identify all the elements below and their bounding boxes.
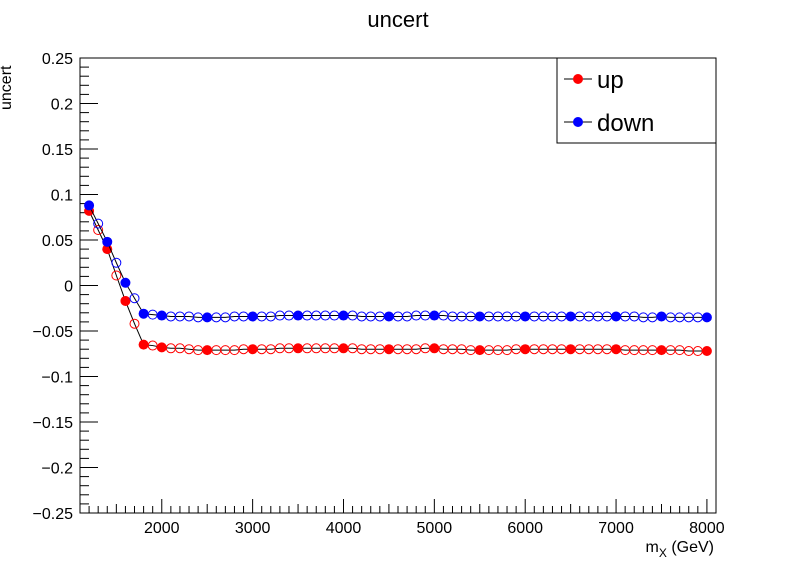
y-tick-label: 0.1	[51, 188, 73, 205]
point-filled-up	[383, 344, 394, 355]
x-axis-label-rest: (GeV)	[667, 539, 714, 556]
y-tick-label: −0.2	[41, 461, 73, 478]
point-filled-up	[293, 343, 304, 354]
point-filled-down	[611, 311, 622, 322]
x-tick-labels: 2000 3000 4000 5000 6000 7000 8000	[144, 520, 725, 537]
point-filled-down	[138, 308, 149, 319]
point-filled-up	[474, 345, 485, 356]
point-filled-up	[247, 344, 258, 355]
point-filled-down	[84, 200, 95, 211]
point-filled-down	[565, 311, 576, 322]
point-filled-up	[656, 345, 667, 356]
y-tick-labels: 0.25 0.2 0.15 0.1 0.05 0 −0.05 −0.1 −0.15 −0.2 −0.…	[33, 51, 74, 523]
point-open-up	[93, 224, 104, 235]
y-tick-label: −0.05	[33, 324, 74, 341]
point-filled-up	[338, 343, 349, 354]
y-tick-label: 0	[64, 279, 73, 296]
series-layer	[84, 200, 712, 357]
point-filled-up	[565, 344, 576, 355]
legend-down-marker	[573, 117, 583, 127]
point-filled-down	[202, 312, 213, 323]
point-open-down	[93, 218, 104, 229]
y-tick-label: −0.25	[33, 506, 74, 523]
point-filled-up	[701, 346, 712, 357]
point-filled-down	[383, 311, 394, 322]
point-filled-up	[520, 344, 531, 355]
point-filled-down	[247, 311, 258, 322]
series-line-up	[88, 210, 707, 352]
point-filled-down	[656, 311, 667, 322]
point-filled-down	[429, 310, 440, 321]
x-tick-label: 2000	[144, 520, 180, 537]
point-filled-up	[611, 344, 622, 355]
legend-box	[556, 57, 717, 144]
legend-down-label: down	[597, 110, 654, 137]
x-tick-label: 8000	[689, 520, 725, 537]
point-filled-up	[120, 295, 131, 306]
point-filled-down	[293, 310, 304, 321]
legend-up-label: up	[597, 67, 624, 94]
y-axis-label: uncert	[0, 65, 15, 110]
x-tick-label: 5000	[417, 520, 453, 537]
x-axis-label-sub: X	[659, 546, 667, 560]
axis-ticks	[80, 57, 717, 514]
point-filled-up	[156, 342, 167, 353]
point-filled-up	[429, 343, 440, 354]
y-tick-label: 0.25	[42, 51, 73, 68]
point-filled-down	[102, 236, 113, 247]
point-filled-up	[138, 339, 149, 350]
x-axis-label-main: m	[646, 539, 659, 556]
point-filled-down	[338, 310, 349, 321]
point-filled-down	[474, 311, 485, 322]
point-filled-down	[701, 312, 712, 323]
y-tick-label: −0.1	[41, 370, 73, 387]
x-axis-label: mX (GeV)	[646, 539, 714, 560]
point-open-down	[111, 257, 122, 268]
series-line-down	[88, 205, 707, 318]
y-tick-label: 0.2	[51, 97, 73, 114]
x-tick-label: 3000	[235, 520, 271, 537]
chart-title: uncert	[367, 7, 428, 32]
x-tick-label: 6000	[507, 520, 543, 537]
x-tick-label: 4000	[326, 520, 362, 537]
y-tick-label: −0.15	[33, 415, 74, 432]
point-open-up	[129, 318, 140, 329]
point-filled-up	[202, 345, 213, 356]
legend-up-marker	[573, 74, 583, 84]
point-filled-down	[120, 277, 131, 288]
legend: up down	[556, 57, 717, 144]
point-filled-down	[520, 311, 531, 322]
y-tick-label: 0.15	[42, 142, 73, 159]
point-open-up	[111, 270, 122, 281]
point-open-down	[129, 293, 140, 304]
x-tick-label: 7000	[598, 520, 634, 537]
y-tick-label: 0.05	[42, 233, 73, 250]
point-filled-down	[156, 310, 167, 321]
